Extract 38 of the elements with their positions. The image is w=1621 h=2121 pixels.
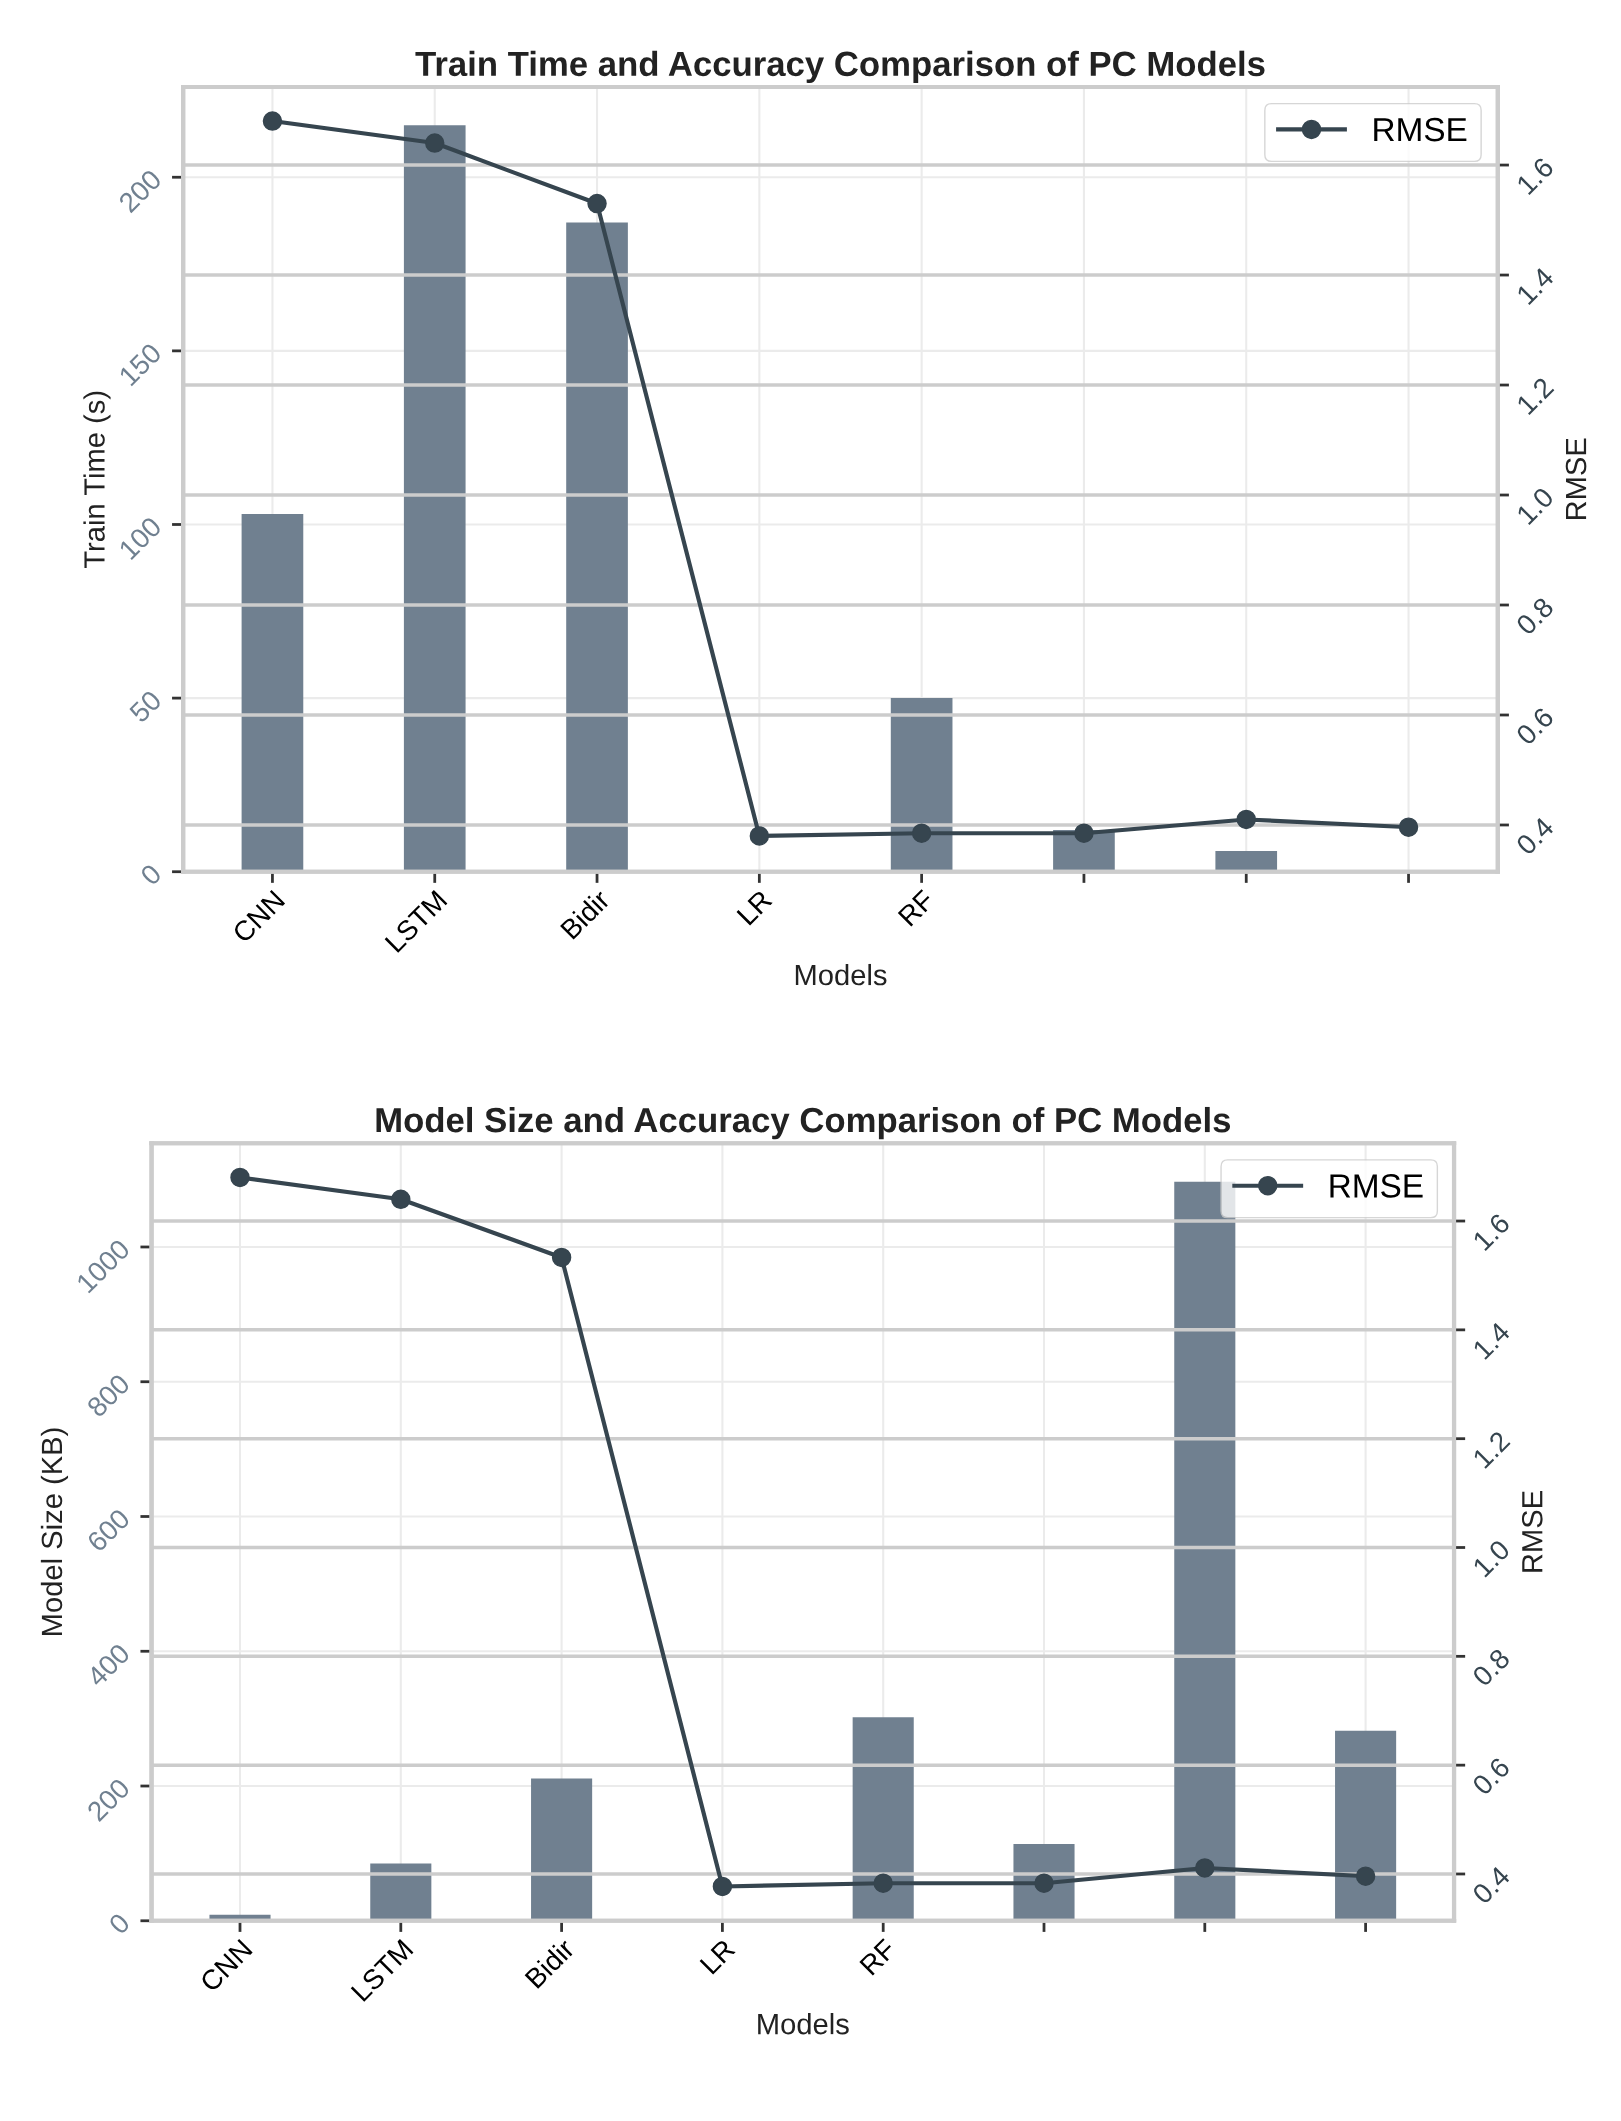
y2-tick-label: 1.2 [1515, 376, 1555, 415]
legend-label: RMSE [1330, 1174, 1423, 1198]
y2-tick-label: 0.8 [1515, 596, 1555, 636]
x-tick-label: RF [859, 1938, 897, 1976]
y-tick-label: 0 [139, 862, 163, 887]
y-axis-title: Model Size (KB) [40, 1428, 69, 1635]
y-tick-label: 200 [117, 168, 163, 214]
y2-tick-label: 0.6 [1471, 1756, 1511, 1797]
y2-tick-label: 1.4 [1472, 1321, 1511, 1360]
y2-axis-title: RMSE [1565, 438, 1587, 520]
y2-tick-label: 0.4 [1515, 816, 1555, 856]
chart-title: Model Size and Accuracy Comparison of PC Models [376, 1106, 1231, 1140]
y2-tick-label: 1.0 [1515, 486, 1555, 526]
x-axis-title: Models [758, 2013, 849, 2035]
x-tick-label: LR [736, 889, 773, 926]
y-tick-label: 200 [86, 1777, 131, 1823]
y2-tick-label: 0.4 [1471, 1865, 1512, 1905]
y2-tick-label: 1.6 [1515, 156, 1555, 196]
y2-tick-label: 0.8 [1471, 1647, 1511, 1688]
y2-tick-label: 1.2 [1472, 1430, 1511, 1469]
legend-label: RMSE [1374, 117, 1467, 142]
y-tick-label: 150 [118, 342, 163, 387]
y2-tick-label: 1.0 [1472, 1538, 1511, 1578]
y-tick-label: 50 [128, 689, 163, 724]
x-tick-label: LR [699, 1938, 736, 1975]
y2-tick-label: 1.4 [1516, 266, 1555, 306]
y2-axis-title: RMSE [1521, 1491, 1543, 1572]
y-tick-label: 400 [85, 1642, 131, 1688]
y-tick-label: 600 [86, 1507, 131, 1553]
y2-tick-label: 0.6 [1515, 706, 1555, 746]
x-tick-label: RF [897, 889, 936, 927]
y2-tick-label: 1.6 [1472, 1212, 1511, 1252]
chart-title: Train Time and Accuracy Comparison of PC Models [415, 50, 1265, 84]
y-tick-label: 100 [118, 515, 163, 561]
y-axis-title: Train Time (s) [83, 391, 111, 569]
x-axis-title: Models [795, 963, 887, 986]
y-tick-label: 0 [107, 1912, 131, 1936]
y-tick-label: 800 [85, 1372, 131, 1419]
